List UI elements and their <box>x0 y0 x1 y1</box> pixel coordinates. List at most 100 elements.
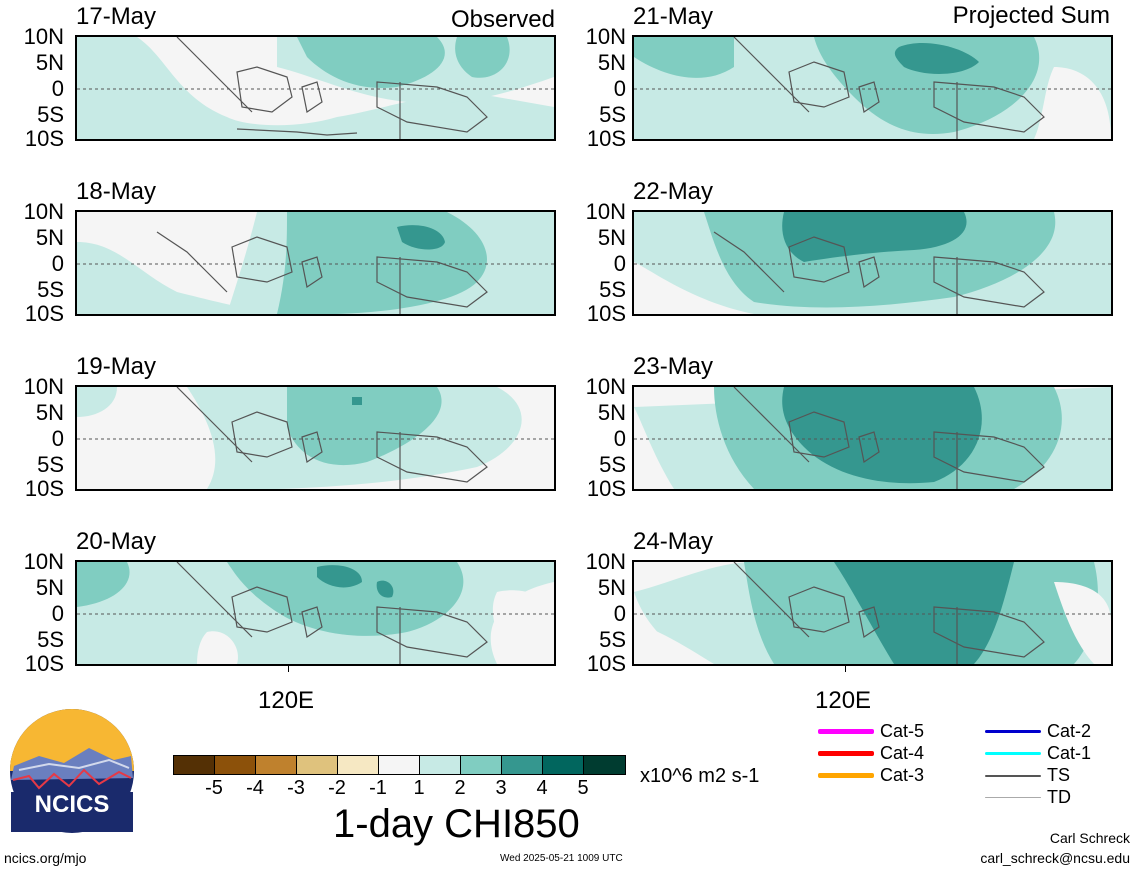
colorbar <box>173 755 626 775</box>
lat-label: 5N <box>597 50 626 75</box>
lat-label: 0 <box>51 426 64 451</box>
lat-label: 10S <box>24 301 64 326</box>
lat-label: 10S <box>24 651 64 676</box>
legend-cat5: Cat-5 <box>818 721 924 742</box>
colorbar-tick: 2 <box>454 777 466 799</box>
colorbar-swatch <box>420 756 461 774</box>
lon-label-left: 120E <box>258 687 315 714</box>
map-panel-right-2 <box>632 210 1113 316</box>
legend-cat3: Cat-3 <box>818 765 924 786</box>
lat-label: 5N <box>597 400 626 425</box>
coastline-outline <box>156 231 488 314</box>
lat-label: 0 <box>51 601 64 626</box>
lat-label: 5N <box>35 575 64 600</box>
footer-url: ncics.org/mjo <box>4 850 87 866</box>
date-label-left-2: 18-May <box>76 178 157 205</box>
coastline-outline <box>733 37 1045 139</box>
legend-label: Cat-5 <box>880 721 925 741</box>
legend-label: Cat-4 <box>880 743 925 763</box>
date-label-left-1: 17-May <box>76 3 157 30</box>
legend-swatch <box>985 752 1041 755</box>
legend-cat2: Cat-2 <box>985 721 1091 742</box>
lat-label: 0 <box>613 426 626 451</box>
colorbar-swatch <box>215 756 256 774</box>
lat-label: 5N <box>597 225 626 250</box>
lat-label: 5S <box>599 627 626 652</box>
legend-swatch <box>985 730 1041 733</box>
colorbar-tick: 5 <box>577 777 589 799</box>
colorbar-tick: 1 <box>413 777 425 799</box>
colorbar-tick: -5 <box>205 777 223 799</box>
legend-td: TD <box>985 787 1071 808</box>
colorbar-swatch <box>379 756 420 774</box>
lat-label: 0 <box>51 76 64 101</box>
map-panel-right-3 <box>632 385 1113 491</box>
date-label-right-1: 21-May <box>633 3 714 30</box>
lon-tick-left <box>288 666 289 672</box>
legend-swatch <box>818 773 874 778</box>
map-panel-left-4 <box>75 560 556 666</box>
lat-label: 0 <box>51 251 64 276</box>
lat-label: 0 <box>613 601 626 626</box>
map-panel-left-3 <box>75 385 556 491</box>
legend-swatch <box>818 729 874 734</box>
map-panel-left-1 <box>75 35 556 141</box>
legend-label: Cat-1 <box>1047 743 1092 763</box>
colorbar-tick: 4 <box>536 777 548 799</box>
legend-label: Cat-3 <box>880 765 925 785</box>
map-panel-right-1 <box>632 35 1113 141</box>
ncics-logo: NCICS <box>9 708 135 834</box>
colorbar-swatch <box>543 756 584 774</box>
legend-swatch <box>985 797 1041 798</box>
colorbar-tick: 3 <box>495 777 507 799</box>
legend-label: TS <box>1047 765 1071 785</box>
lat-label: 10N <box>23 24 64 49</box>
footer-email: carl_schreck@ncsu.edu <box>980 850 1130 866</box>
coastline-outline <box>733 562 1045 664</box>
legend-cat4: Cat-4 <box>818 743 924 764</box>
legend-cat1: Cat-1 <box>985 743 1091 764</box>
legend-label: TD <box>1047 787 1071 807</box>
lat-label: 5N <box>597 575 626 600</box>
lat-label: 5S <box>599 277 626 302</box>
lat-label: 10N <box>585 549 626 574</box>
lat-label: 10N <box>585 199 626 224</box>
lat-label: 10S <box>586 651 626 676</box>
colorbar-swatch <box>297 756 338 774</box>
colorbar-tick: -2 <box>328 777 346 799</box>
legend-label: Cat-2 <box>1047 721 1092 741</box>
lat-label: 0 <box>613 251 626 276</box>
lat-label: 5S <box>599 452 626 477</box>
colorbar-swatch <box>338 756 379 774</box>
projected-header: Projected Sum <box>952 2 1110 29</box>
lat-label: 5S <box>37 627 64 652</box>
lat-label: 5S <box>37 277 64 302</box>
lat-label: 10N <box>585 24 626 49</box>
lat-label: 5S <box>599 102 626 127</box>
lon-label-right: 120E <box>815 687 872 714</box>
footer-timestamp: Wed 2025-05-21 1009 UTC <box>500 853 623 864</box>
colorbar-swatch <box>461 756 502 774</box>
date-label-left-4: 20-May <box>76 528 157 555</box>
colorbar-title: 1-day CHI850 <box>333 802 580 846</box>
logo-text: NCICS <box>35 791 110 818</box>
lat-label: 5N <box>35 50 64 75</box>
coastline-outline <box>176 562 488 664</box>
legend-swatch <box>985 774 1041 777</box>
colorbar-swatch <box>256 756 297 774</box>
coastline-outline <box>733 387 1045 489</box>
lat-label: 10S <box>586 301 626 326</box>
lat-label: 10N <box>23 199 64 224</box>
lat-label: 5N <box>35 225 64 250</box>
colorbar-swatch <box>584 756 625 774</box>
lat-label: 10S <box>586 126 626 151</box>
lat-label: 10S <box>586 476 626 501</box>
lat-label: 5S <box>37 452 64 477</box>
map-panel-left-2 <box>75 210 556 316</box>
lat-label: 5S <box>37 102 64 127</box>
legend-swatch <box>818 751 874 756</box>
footer-author: Carl Schreck <box>1049 830 1130 846</box>
colorbar-tick: -3 <box>287 777 305 799</box>
date-label-right-4: 24-May <box>633 528 714 555</box>
date-label-right-2: 22-May <box>633 178 714 205</box>
